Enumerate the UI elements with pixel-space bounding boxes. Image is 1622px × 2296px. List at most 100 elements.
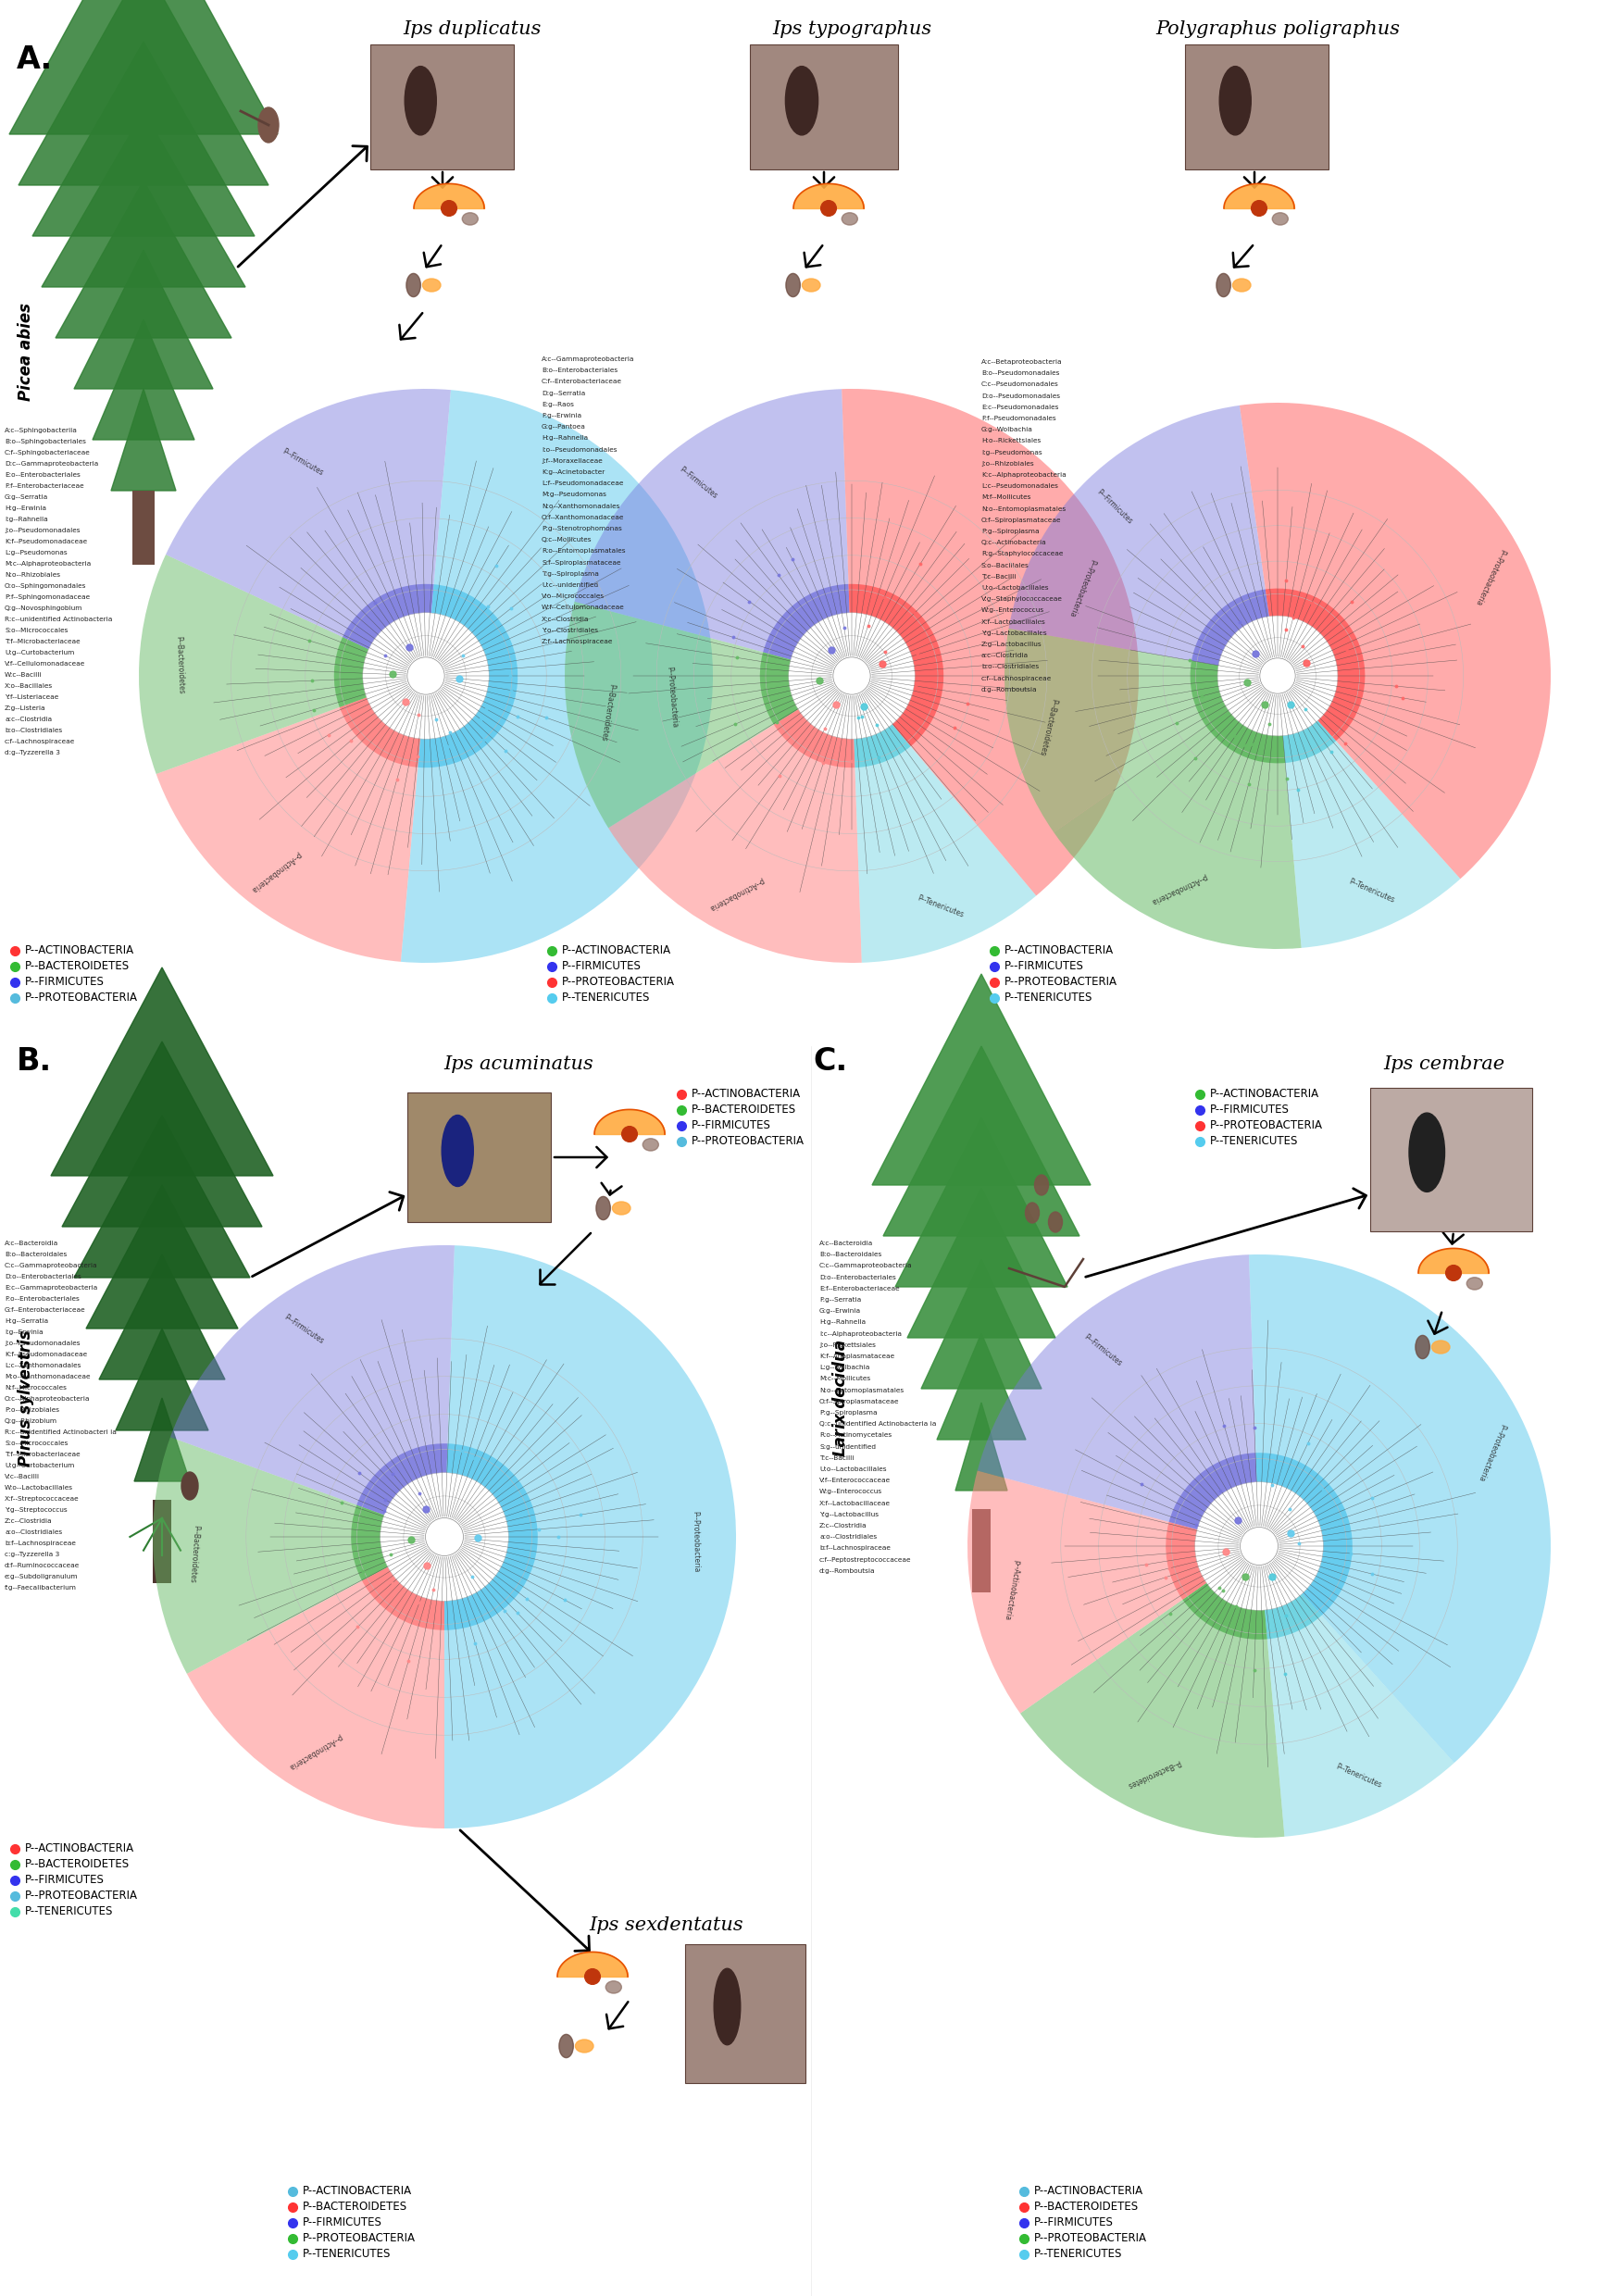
Polygon shape	[62, 1042, 263, 1226]
Text: D:c--Gammaproteobacteria: D:c--Gammaproteobacteria	[5, 461, 99, 466]
Text: X:f--Lactobacillaceae: X:f--Lactobacillaceae	[819, 1499, 890, 1506]
Text: a:o--Clostridiales: a:o--Clostridiales	[5, 1529, 62, 1536]
Wedge shape	[978, 1254, 1257, 1529]
Polygon shape	[895, 1118, 1067, 1286]
Text: p--Actinobacteria: p--Actinobacteria	[1002, 1559, 1022, 1621]
Text: S:o--Bacillales: S:o--Bacillales	[981, 563, 1030, 567]
Text: P--FIRMICUTES: P--FIRMICUTES	[1004, 960, 1083, 974]
Text: N:o--Rhizobiales: N:o--Rhizobiales	[5, 572, 60, 579]
Text: U:g--Curtobacterium: U:g--Curtobacterium	[5, 1463, 75, 1469]
Text: Z:g--Lactobacillus: Z:g--Lactobacillus	[981, 641, 1041, 647]
Text: V:c--Bacilli: V:c--Bacilli	[5, 1474, 41, 1479]
Text: P--FIRMICUTES: P--FIRMICUTES	[561, 960, 641, 974]
Text: O:f--Xanthomonadaceae: O:f--Xanthomonadaceae	[542, 514, 624, 521]
Wedge shape	[1283, 721, 1460, 948]
Text: Q:c--unidentified Actinobacteria ia: Q:c--unidentified Actinobacteria ia	[819, 1421, 936, 1426]
Text: P--Tenericutes: P--Tenericutes	[916, 893, 965, 918]
Wedge shape	[1255, 1453, 1353, 1616]
Text: R:c--unidentified Actinobacteria: R:c--unidentified Actinobacteria	[5, 618, 112, 622]
Text: L:c--Xanthomonadales: L:c--Xanthomonadales	[5, 1364, 81, 1368]
Ellipse shape	[1220, 67, 1251, 135]
Wedge shape	[853, 723, 912, 767]
Circle shape	[621, 1127, 637, 1141]
Text: P--Firmicutes: P--Firmicutes	[1095, 489, 1134, 526]
Wedge shape	[350, 1504, 388, 1580]
Text: Y:f--Listeriaceae: Y:f--Listeriaceae	[5, 693, 58, 700]
Text: Pinus sylvestris: Pinus sylvestris	[18, 1329, 34, 1467]
Text: e:g--Subdoligranulum: e:g--Subdoligranulum	[5, 1573, 78, 1580]
Text: A:c--Sphingobacteriia: A:c--Sphingobacteriia	[5, 427, 78, 434]
Ellipse shape	[597, 1196, 610, 1219]
Text: P--FIRMICUTES: P--FIRMICUTES	[1210, 1104, 1289, 1116]
Ellipse shape	[785, 67, 817, 135]
Text: P--FIRMICUTES: P--FIRMICUTES	[303, 2216, 383, 2229]
Text: P--ACTINOBACTERIA: P--ACTINOBACTERIA	[24, 944, 135, 957]
Text: T:f--Microbacteriaceae: T:f--Microbacteriaceae	[5, 638, 79, 645]
Text: b:o--Clostridiales: b:o--Clostridiales	[981, 664, 1038, 670]
Text: W:g--Enterococcus: W:g--Enterococcus	[981, 608, 1045, 613]
Wedge shape	[774, 709, 855, 767]
Ellipse shape	[613, 1201, 631, 1215]
Text: K:g--Acinetobacter: K:g--Acinetobacter	[542, 468, 605, 475]
Text: H:g--Rahnella: H:g--Rahnella	[542, 436, 589, 441]
Text: X:o--Bacillales: X:o--Bacillales	[5, 684, 54, 689]
FancyBboxPatch shape	[407, 1093, 551, 1221]
Polygon shape	[50, 967, 272, 1176]
Circle shape	[1251, 200, 1267, 216]
Wedge shape	[1020, 1582, 1285, 1837]
Text: P--BACTEROIDETES: P--BACTEROIDETES	[691, 1104, 796, 1116]
Text: Q:g--Rhizobium: Q:g--Rhizobium	[5, 1419, 57, 1424]
Text: M:c--Alphaproteobacteria: M:c--Alphaproteobacteria	[5, 560, 91, 567]
Text: P:g--Spiroplasma: P:g--Spiroplasma	[981, 528, 1040, 535]
Text: O:o--Sphingomonadales: O:o--Sphingomonadales	[5, 583, 86, 588]
Text: Ips acuminatus: Ips acuminatus	[443, 1056, 594, 1072]
Text: Ips duplicatus: Ips duplicatus	[402, 21, 542, 39]
Text: L:c--Pseudomonadales: L:c--Pseudomonadales	[981, 484, 1058, 489]
Circle shape	[1445, 1265, 1461, 1281]
Text: V:f--Enterococcaceae: V:f--Enterococcaceae	[819, 1479, 890, 1483]
Ellipse shape	[1035, 1176, 1048, 1196]
FancyBboxPatch shape	[1186, 44, 1328, 170]
Circle shape	[821, 200, 837, 216]
Text: S:o--Micrococcales: S:o--Micrococcales	[5, 627, 68, 634]
Text: H:g--Rahnella: H:g--Rahnella	[819, 1320, 866, 1325]
Text: K:f--Anaplasmataceae: K:f--Anaplasmataceae	[819, 1355, 894, 1359]
Text: c:g--Tyzzerella 3: c:g--Tyzzerella 3	[5, 1552, 60, 1557]
Wedge shape	[967, 1472, 1207, 1713]
Text: H:g--Erwinia: H:g--Erwinia	[5, 505, 47, 512]
Text: p--Actinobacteria: p--Actinobacteria	[707, 875, 766, 912]
Text: P--PROTEOBACTERIA: P--PROTEOBACTERIA	[1035, 2232, 1147, 2245]
Text: c:f--Lachnospiraceae: c:f--Lachnospiraceae	[5, 739, 75, 744]
Ellipse shape	[423, 278, 441, 292]
Wedge shape	[362, 1566, 444, 1630]
Text: P--Proteobacteria: P--Proteobacteria	[691, 1511, 699, 1573]
Text: d:f--Ruminococcaceae: d:f--Ruminococcaceae	[5, 1564, 79, 1568]
FancyBboxPatch shape	[972, 1508, 991, 1593]
Text: P--FIRMICUTES: P--FIRMICUTES	[24, 1874, 104, 1885]
Text: N:f--Micrococcales: N:f--Micrococcales	[5, 1384, 67, 1391]
Circle shape	[834, 657, 871, 693]
Wedge shape	[156, 698, 420, 962]
Text: p--Actinobacteria: p--Actinobacteria	[248, 850, 302, 893]
Text: C:c--Gammaproteobacteria: C:c--Gammaproteobacteria	[819, 1263, 913, 1270]
Text: J:o--Rhizobiales: J:o--Rhizobiales	[981, 461, 1033, 466]
Polygon shape	[938, 1334, 1025, 1440]
Text: c:f--Lachnospiraceae: c:f--Lachnospiraceae	[981, 675, 1053, 682]
Text: a:o--Clostridiales: a:o--Clostridiales	[819, 1534, 878, 1541]
Text: P--Firmicutes: P--Firmicutes	[282, 1313, 326, 1345]
Wedge shape	[444, 1244, 736, 1828]
Polygon shape	[907, 1187, 1056, 1339]
Text: E:g--Raos: E:g--Raos	[542, 402, 574, 406]
Wedge shape	[1265, 1593, 1455, 1837]
Wedge shape	[848, 583, 944, 746]
Ellipse shape	[787, 273, 800, 296]
Text: b:f--Lachnospiraceae: b:f--Lachnospiraceae	[5, 1541, 76, 1545]
Polygon shape	[42, 110, 245, 287]
Ellipse shape	[407, 273, 420, 296]
Text: V:o--Micrococcales: V:o--Micrococcales	[542, 595, 605, 599]
Text: C:f--Sphingobacteriaceae: C:f--Sphingobacteriaceae	[5, 450, 91, 455]
Ellipse shape	[1416, 1336, 1429, 1359]
Ellipse shape	[642, 1139, 659, 1150]
Text: Ips sexdentatus: Ips sexdentatus	[589, 1917, 744, 1933]
Text: M:f--Mollicutes: M:f--Mollicutes	[981, 494, 1030, 501]
